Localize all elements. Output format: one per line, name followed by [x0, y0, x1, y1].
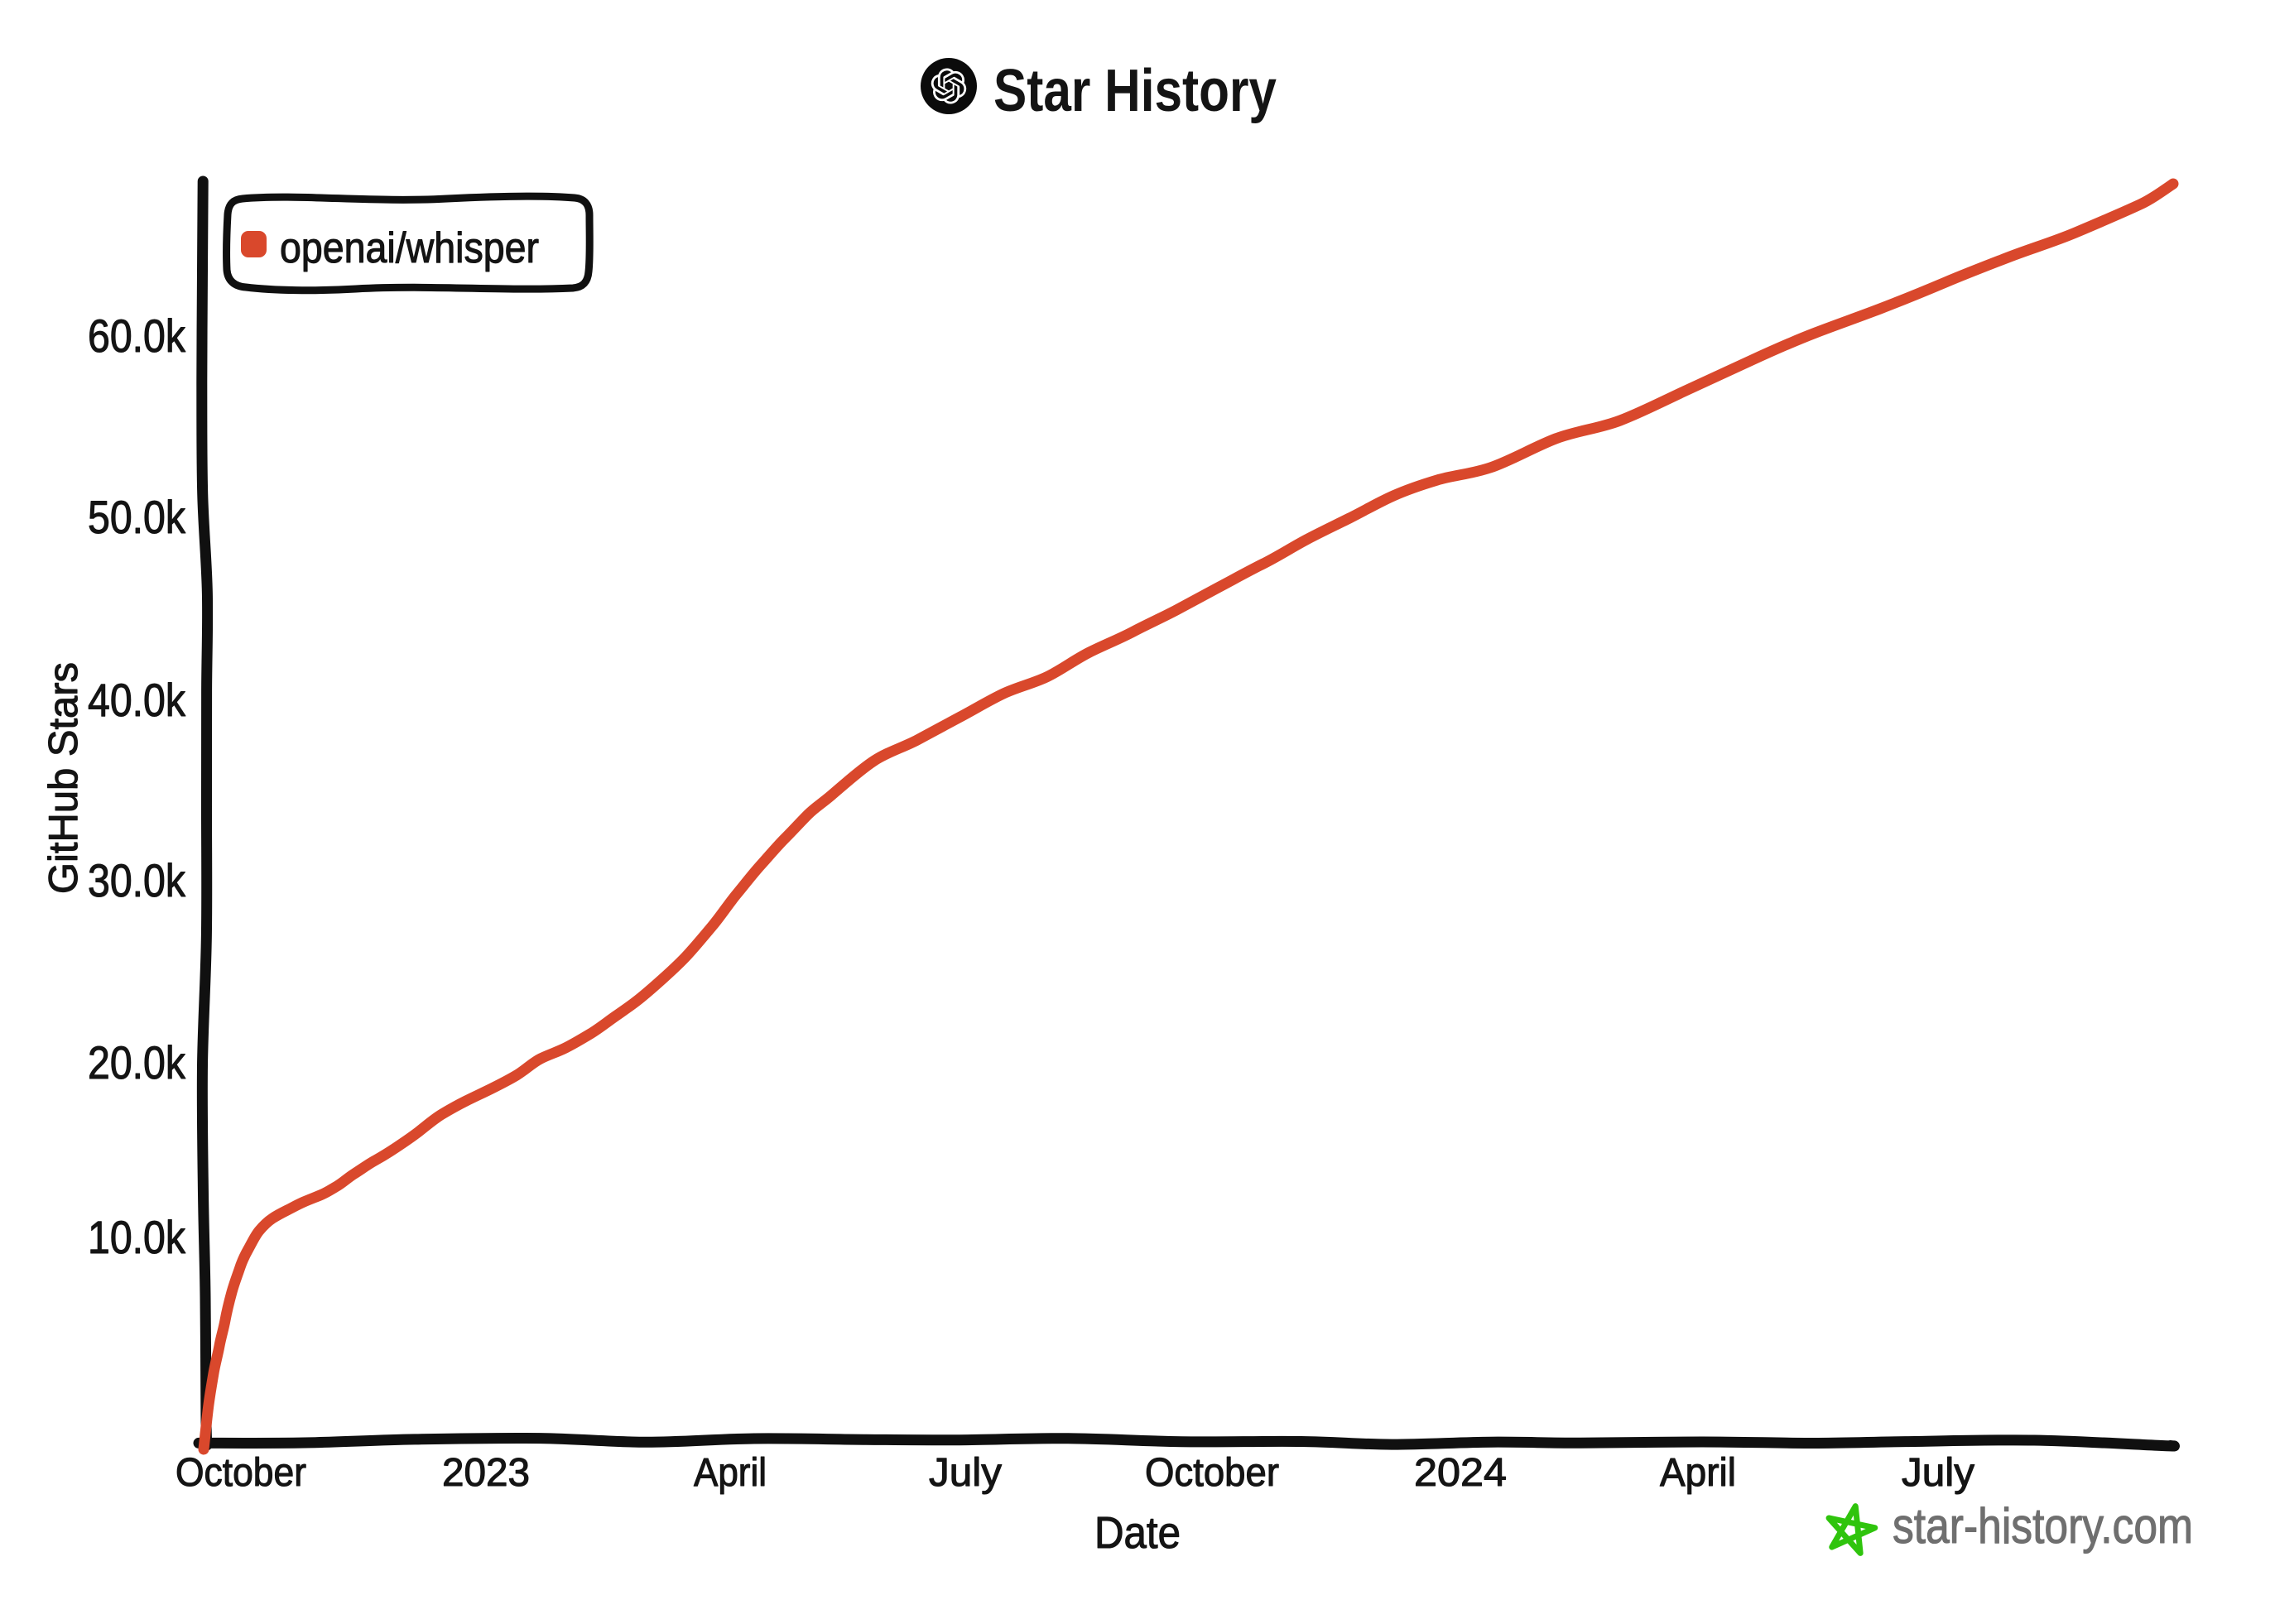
svg-text:Star History: Star History: [993, 58, 1277, 124]
svg-text:30.0k: 30.0k: [88, 854, 186, 906]
svg-text:60.0k: 60.0k: [88, 310, 186, 362]
svg-text:star-history.com: star-history.com: [1893, 1498, 2193, 1554]
svg-text:2023: 2023: [442, 1451, 530, 1495]
svg-text:10.0k: 10.0k: [88, 1211, 186, 1263]
svg-text:openai/whisper: openai/whisper: [280, 224, 539, 272]
svg-text:October: October: [1145, 1451, 1279, 1495]
svg-text:GitHub Stars: GitHub Stars: [41, 662, 86, 894]
svg-text:July: July: [929, 1451, 1002, 1495]
svg-text:20.0k: 20.0k: [88, 1036, 186, 1088]
svg-text:50.0k: 50.0k: [88, 491, 186, 543]
svg-text:40.0k: 40.0k: [88, 674, 186, 726]
svg-text:April: April: [694, 1451, 767, 1495]
svg-text:Date: Date: [1094, 1508, 1181, 1558]
svg-text:October: October: [176, 1451, 306, 1495]
svg-text:2024: 2024: [1414, 1451, 1507, 1495]
svg-text:July: July: [1902, 1451, 1974, 1495]
svg-text:April: April: [1660, 1451, 1736, 1495]
